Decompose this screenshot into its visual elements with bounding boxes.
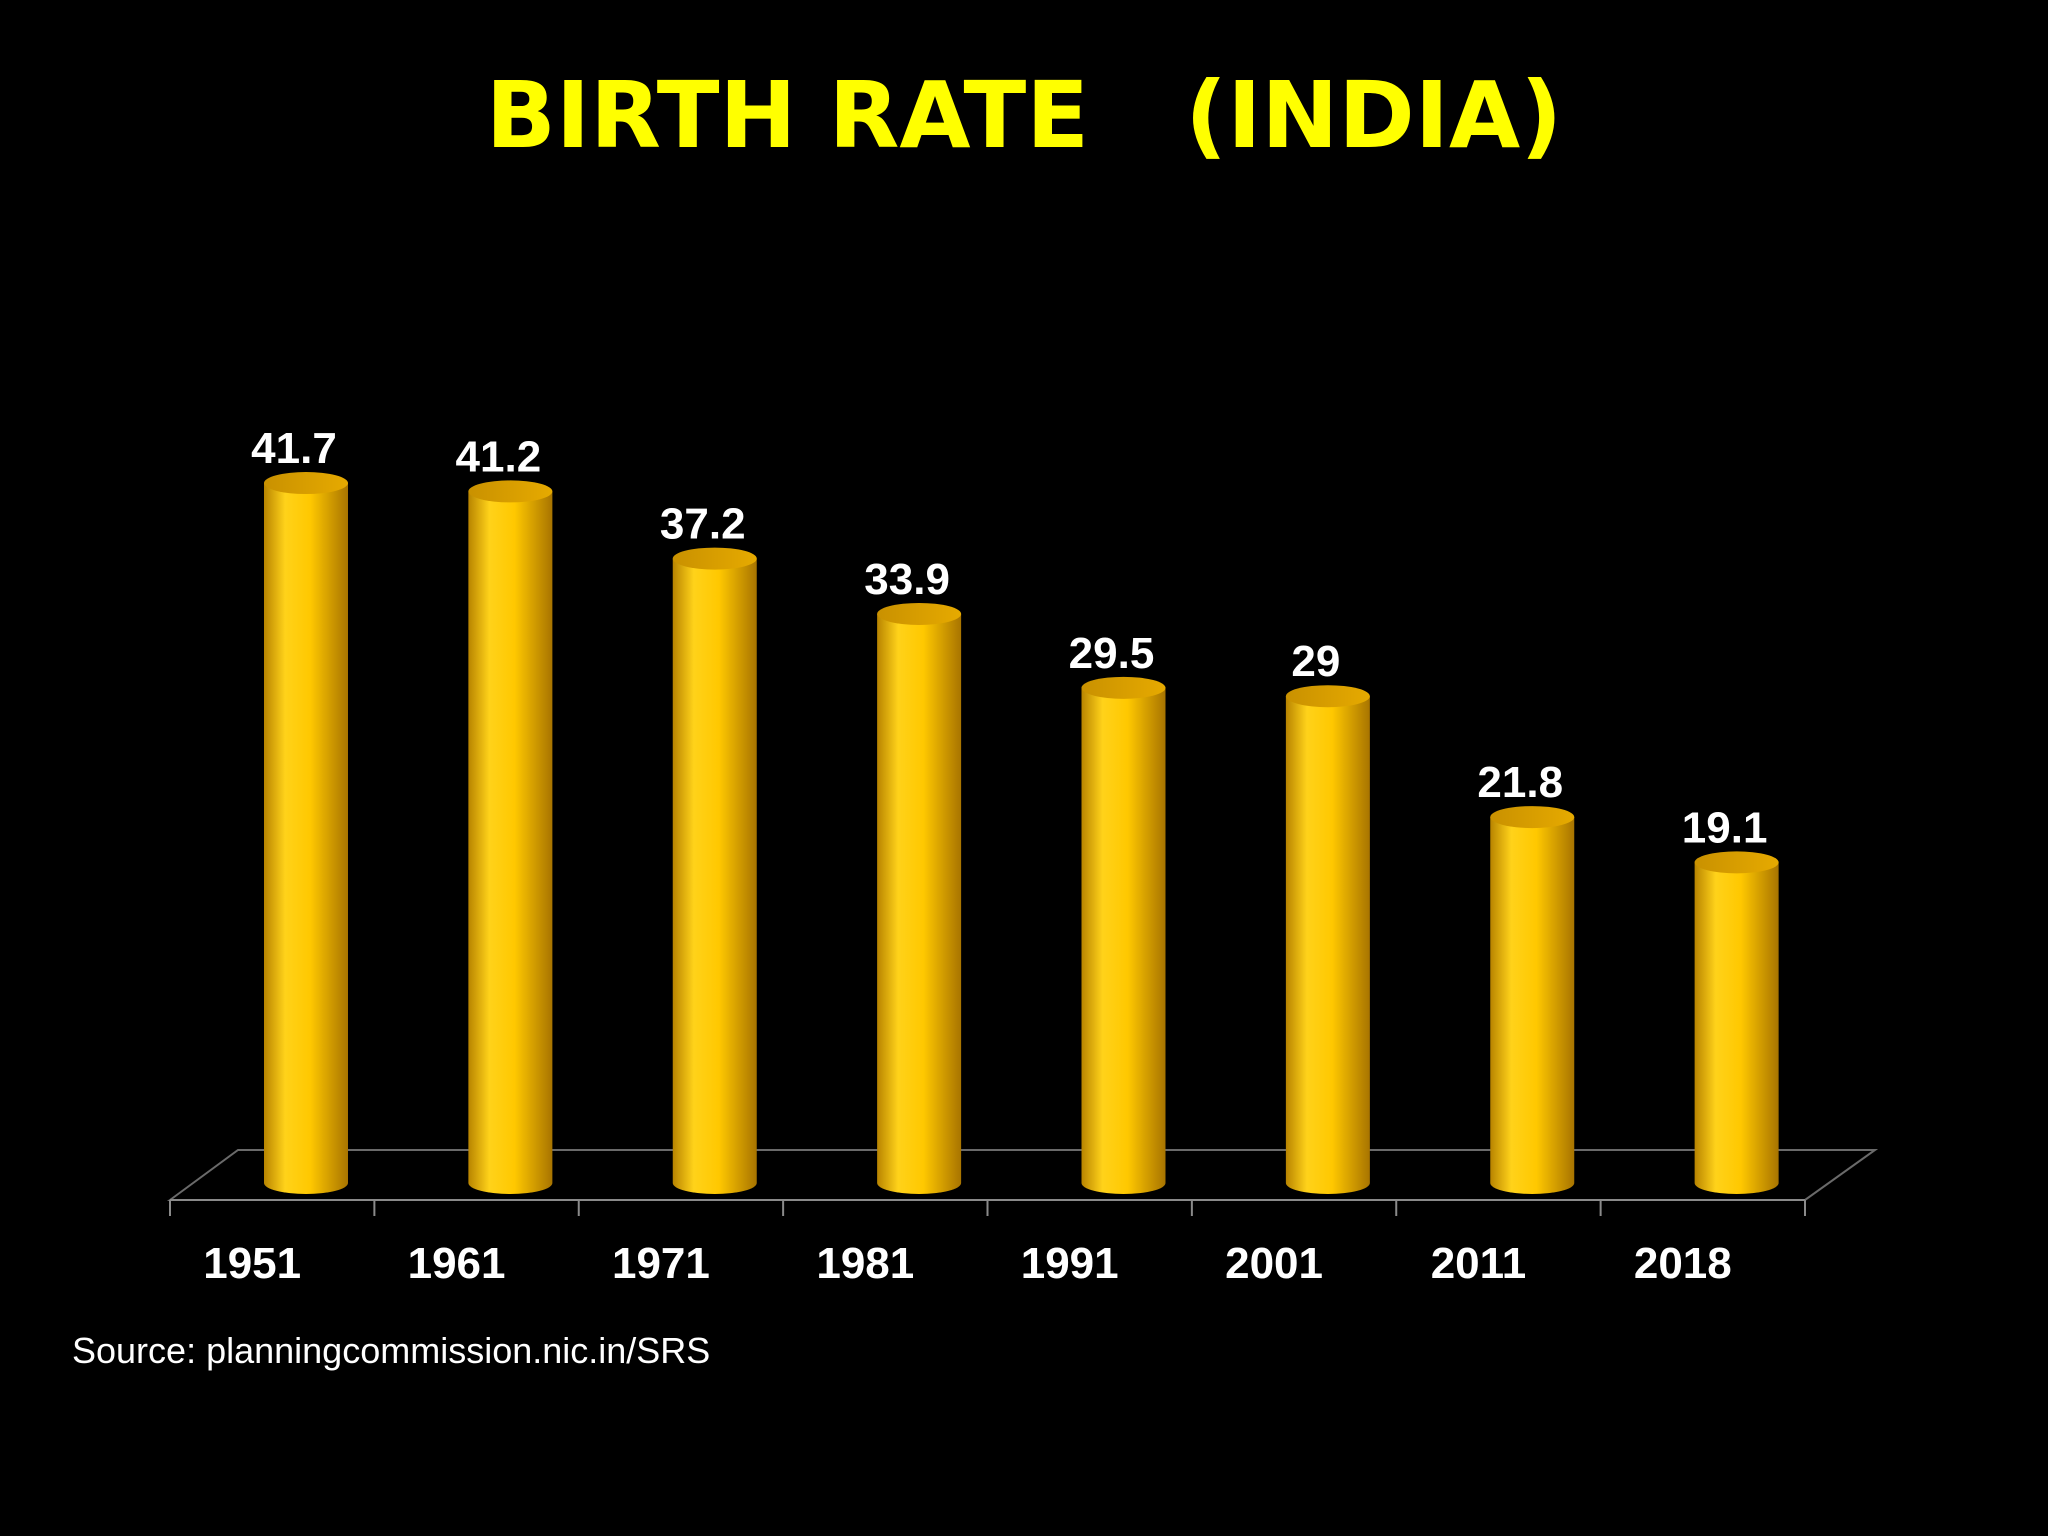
data-label: 37.2 (660, 500, 746, 549)
data-label: 33.9 (864, 555, 950, 604)
x-tick-label: 2001 (1225, 1239, 1323, 1288)
chart-labels: 41.7 1951 41.2 1961 37.2 1971 33.9 1981 29.5 1991… (203, 424, 1767, 1288)
bar-1971 (672, 547, 757, 1194)
bar-body (672, 558, 757, 1194)
chart-title: BIRTH RATE (INDIA) (485, 62, 1563, 169)
bar-top (1285, 685, 1370, 708)
bar-body (1081, 687, 1166, 1194)
bar-top (1694, 851, 1779, 874)
data-label: 29.5 (1069, 629, 1155, 678)
x-tick-label: 1981 (816, 1239, 914, 1288)
x-tick-label: 2011 (1431, 1239, 1526, 1288)
bar-top (1081, 676, 1166, 699)
bar-top (877, 602, 962, 625)
bar-body (1490, 817, 1575, 1194)
bar-top (1490, 806, 1575, 829)
x-tick-label: 1961 (408, 1239, 506, 1288)
data-label: 21.8 (1477, 758, 1563, 807)
source-note: Source: planningcommission.nic.in/SRS (72, 1330, 711, 1371)
chart-bars (264, 472, 1779, 1194)
bar-top (264, 472, 348, 495)
data-label: 29 (1291, 637, 1340, 686)
bar-body (264, 483, 348, 1194)
bar-2011 (1490, 806, 1575, 1194)
chart-floor (166, 1149, 1879, 1216)
bar-top (672, 547, 757, 570)
bar-body (468, 491, 553, 1194)
floor-plane (166, 1149, 1879, 1201)
bar-2018 (1694, 851, 1779, 1194)
bar-1961 (468, 480, 553, 1194)
x-tick-label: 1991 (1021, 1239, 1119, 1288)
bar-top (468, 480, 553, 503)
bar-2001 (1285, 685, 1370, 1194)
data-label: 41.7 (251, 424, 337, 473)
x-tick-label: 1971 (612, 1239, 710, 1288)
bar-body (877, 613, 962, 1194)
x-tick-label: 2018 (1634, 1239, 1732, 1288)
data-label: 19.1 (1682, 803, 1768, 852)
bar-1981 (877, 602, 962, 1194)
data-label: 41.2 (456, 432, 542, 481)
x-tick-label: 1951 (203, 1239, 301, 1288)
bar-1991 (1081, 676, 1166, 1194)
bar-body (1694, 862, 1779, 1194)
bar-1951 (264, 472, 348, 1194)
bar-body (1285, 696, 1370, 1194)
